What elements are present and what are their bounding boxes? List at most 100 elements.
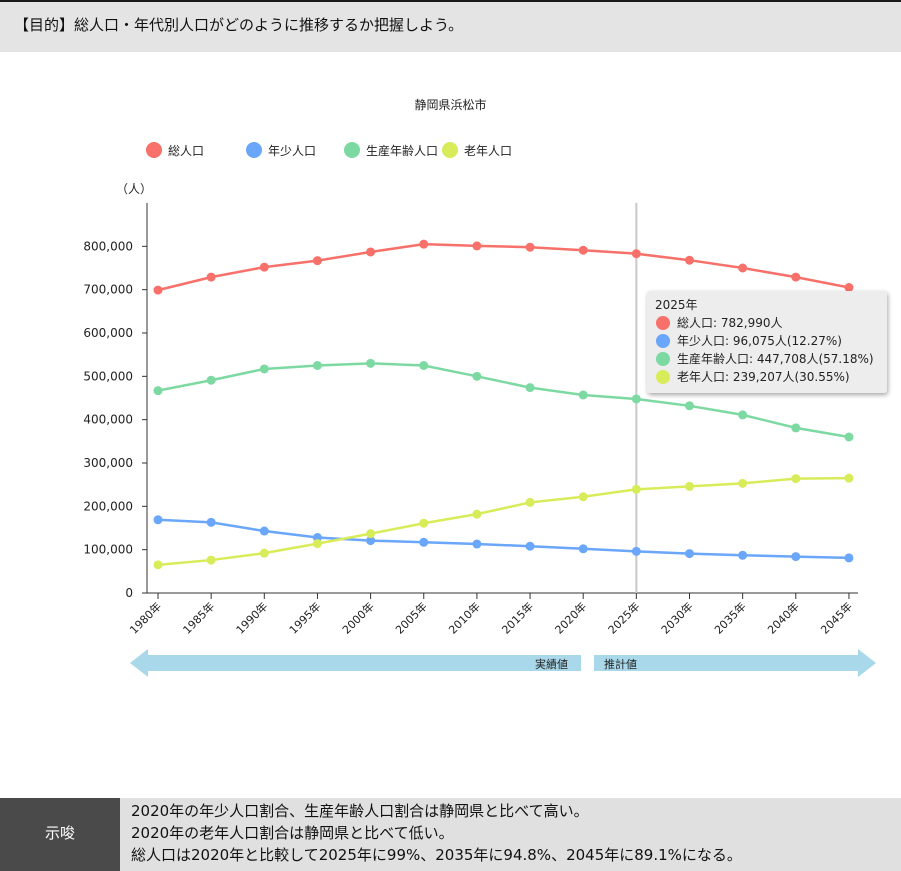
data-point-youth [685,549,694,559]
data-point-working-age [312,361,322,370]
data-point-total [738,263,748,273]
data-point-total [791,272,801,282]
legend-marker-youth [246,142,262,158]
objective-header: 【目的】総人口・年代別人口がどのように推移するか把握しよう。 [0,2,901,52]
suggestion-line-1: 2020年の年少人口割合、生産年齢人口割合は静岡県と比べて高い。 [131,802,589,820]
series-line-youth [157,518,849,560]
y-tick-label: 0 [125,586,133,600]
data-point-total [153,285,163,295]
data-point-youth [153,515,163,525]
tooltip-text-youth: 年少人口: 96,075人(12.27%) [677,334,842,348]
y-tick-label: 700,000 [83,283,133,297]
data-point-total [685,255,694,265]
top-border [0,0,901,2]
suggestion-text: 2020年の年少人口割合、生産年齢人口割合は静岡県と比べて高い。 2020年の老… [131,800,891,866]
actual-values-label: 実績値 [535,658,568,671]
data-point-working-age [631,394,641,404]
legend-label-total: 総人口 [168,144,205,158]
data-point-total [206,272,216,282]
series-line-total [157,242,850,292]
tooltip-text-total: 総人口: 782,990人 [677,316,783,330]
x-tick-label: 1980年 [127,599,164,636]
tooltip-marker-working-age [656,352,670,366]
tooltip-row-total: 総人口: 782,990人 [655,314,879,332]
data-point-working-age [259,364,269,374]
data-point-youth [844,553,854,563]
tooltip-text-working-age: 生産年齢人口: 447,708人(57.18%) [677,352,874,366]
data-point-elderly [206,555,216,565]
data-point-working-age [366,358,376,368]
x-tick-label: 2005年 [392,599,429,636]
data-point-elderly [844,473,854,483]
data-point-working-age [578,390,588,400]
suggestion-line-3: 総人口は2020年と比較して2025年に99%、2035年に94.8%、2045… [131,846,742,864]
data-point-total [844,283,854,292]
y-axis-label: （人） [116,182,152,196]
data-point-total [631,249,641,259]
x-tick-label: 2045年 [818,599,855,636]
data-point-total [259,262,269,272]
data-point-youth [366,536,376,546]
legend-marker-working-age [344,142,360,158]
data-point-elderly [738,478,748,488]
y-tick-label: 400,000 [83,413,133,427]
data-point-working-age [685,401,694,411]
series-line-working-age [157,362,850,439]
tooltip-text-elderly: 老年人口: 239,207人(30.55%) [677,370,850,384]
data-point-youth [578,544,588,554]
projection-period-arrow [594,649,876,677]
data-point-elderly [525,497,535,507]
data-point-elderly [312,539,322,549]
data-point-total [419,239,429,249]
x-tick-label: 2030年 [658,599,695,636]
y-tick-label: 300,000 [83,456,133,470]
data-point-total [366,247,376,257]
data-point-working-age [472,371,482,381]
legend-marker-elderly [442,142,458,158]
suggestion-panel: 示唆 2020年の年少人口割合、生産年齢人口割合は静岡県と比べて高い。 2020… [0,798,901,871]
data-point-working-age [153,386,163,396]
series-line-elderly [157,476,849,567]
data-point-total [578,245,588,255]
data-point-youth [472,539,482,549]
data-point-youth [206,517,216,527]
x-tick-label: 2000年 [339,599,376,636]
data-point-youth [738,550,748,560]
projection-values-label: 推計値 [604,658,637,671]
suggestion-label: 示唆 [0,798,120,871]
y-tick-label: 600,000 [83,326,133,340]
data-point-working-age [525,383,535,393]
legend-label-youth: 年少人口 [268,144,317,158]
x-tick-label: 2010年 [446,599,483,636]
x-tick-label: 2040年 [764,599,801,636]
actual-period-arrow [130,649,581,677]
tooltip-title: 2025年 [655,298,698,312]
legend-label-working-age: 生産年齢人口 [366,144,439,158]
chart-tooltip: 2025年 総人口: 782,990人 年少人口: 96,075人(12.27%… [647,291,887,393]
data-point-total [472,241,482,251]
data-point-total [525,242,535,252]
suggestion-line-2: 2020年の老年人口割合は静岡県と比べて低い。 [131,824,454,842]
y-tick-label: 100,000 [83,543,133,557]
data-point-elderly [685,481,694,491]
data-point-youth [631,546,641,556]
legend-label-elderly: 老年人口 [464,144,513,158]
data-point-elderly [366,529,376,539]
tooltip-marker-elderly [656,370,670,384]
tooltip-row-working-age: 生産年齢人口: 447,708人(57.18%) [655,350,879,368]
data-point-youth [419,537,429,547]
legend-marker-total [146,142,162,158]
data-point-working-age [738,410,748,420]
data-point-working-age [419,361,429,370]
data-point-elderly [259,548,269,558]
line-chart: 0 100,000 200,000 300,000 400,000 500,000 600,… [83,182,876,677]
data-point-elderly [631,484,641,494]
data-point-youth [791,552,801,562]
x-tick-label: 2015年 [499,599,536,636]
data-point-youth [259,526,269,536]
x-tick-label: 1990年 [233,599,270,636]
x-tick-label: 1985年 [180,599,217,636]
chart-title: 静岡県浜松市 [414,98,487,112]
data-point-elderly [791,474,801,484]
data-point-youth [525,541,535,551]
